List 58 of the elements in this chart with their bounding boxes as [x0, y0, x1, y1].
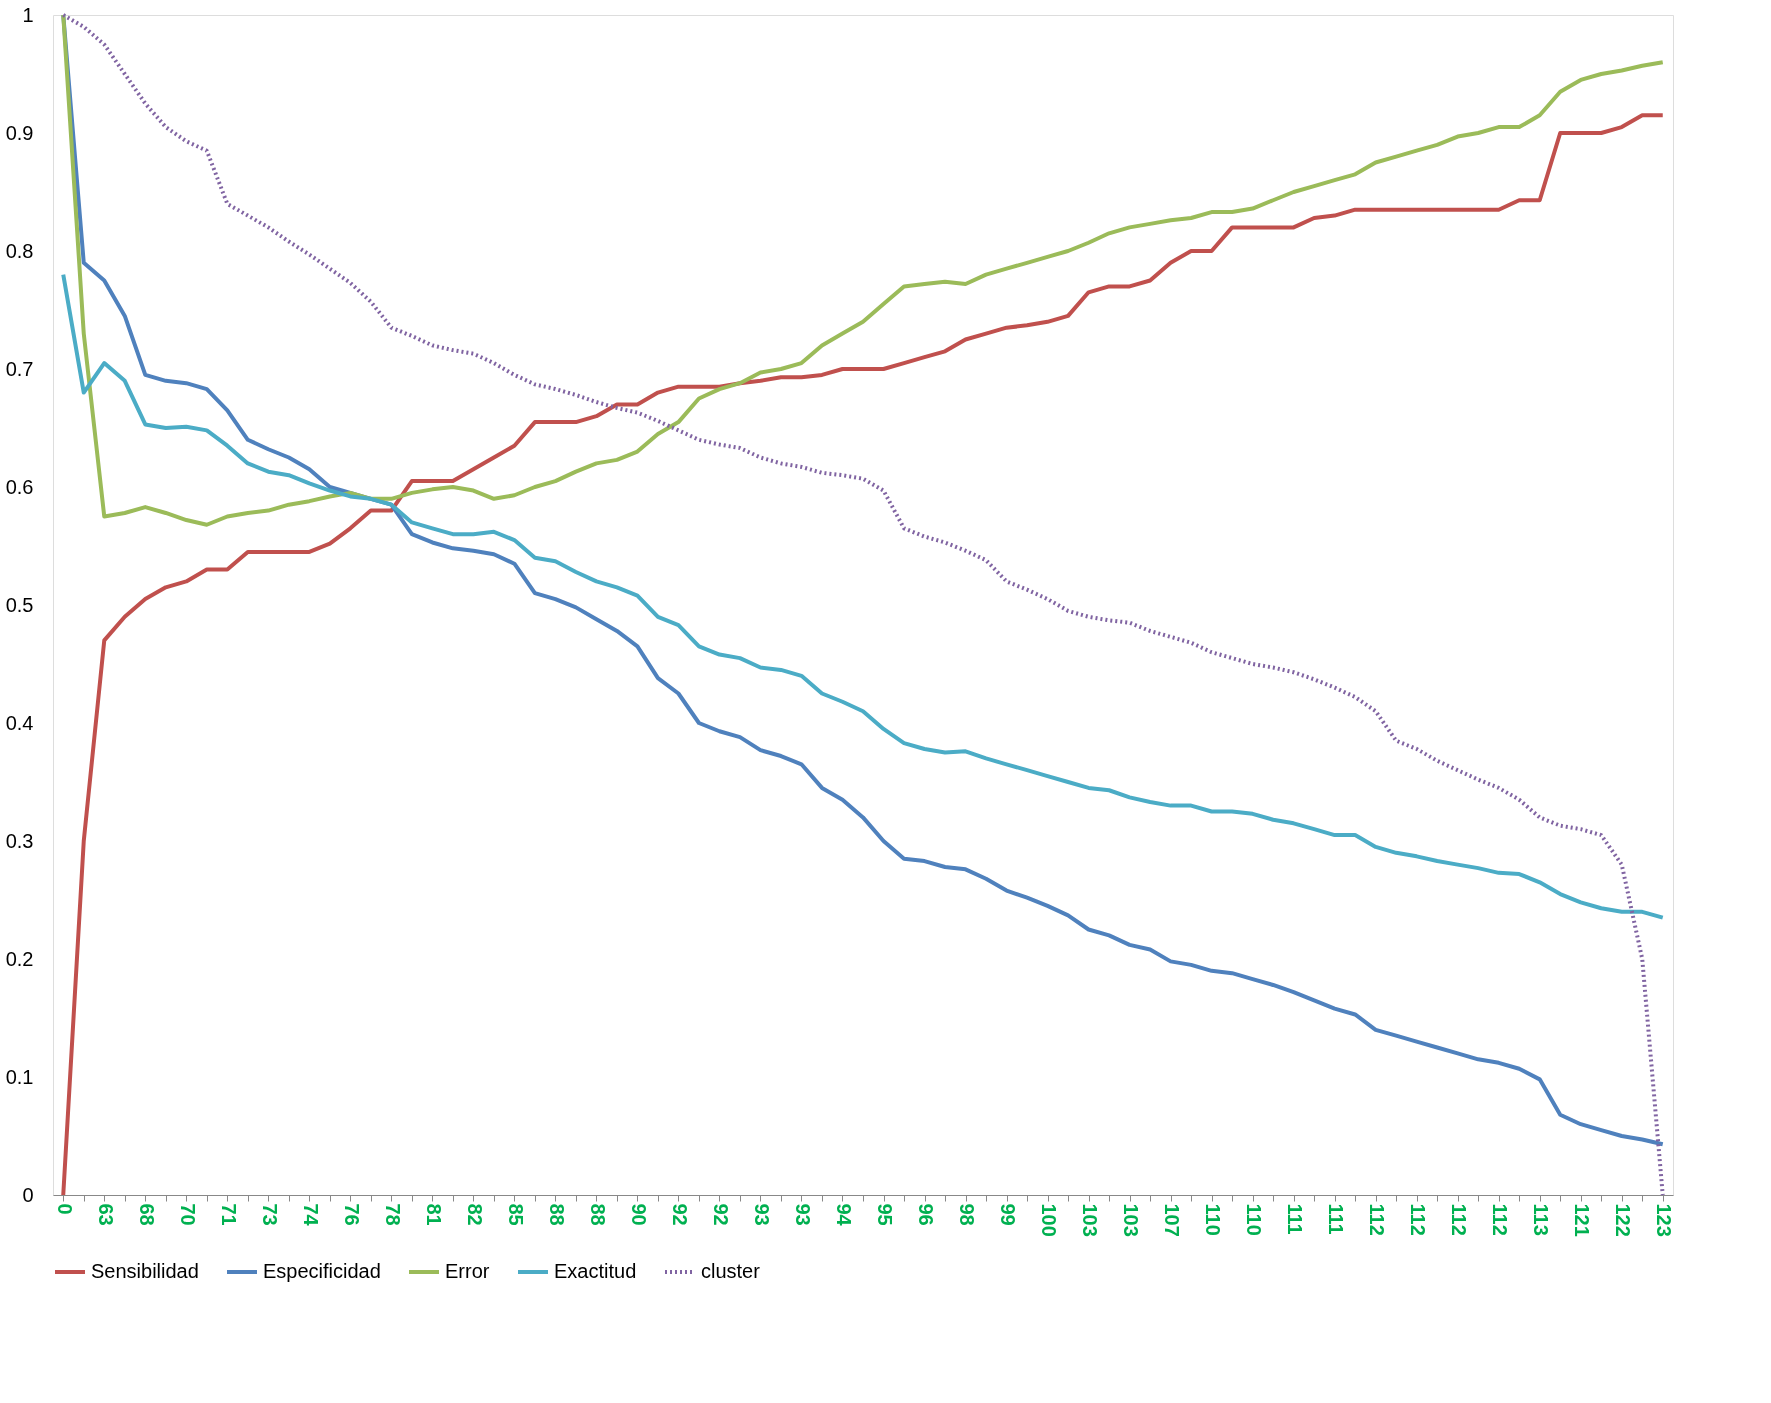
- x-tick-label: 99: [997, 1203, 1020, 1226]
- x-tick-label: 74: [299, 1203, 322, 1227]
- x-tick-label: 112: [1448, 1203, 1471, 1236]
- x-tick-label: 68: [135, 1203, 158, 1226]
- x-tick-label: 95: [874, 1203, 897, 1226]
- x-tick-label: 122: [1612, 1203, 1635, 1237]
- line-series: [61, 13, 1665, 527]
- legend-label: Sensibilidad: [91, 1260, 199, 1282]
- x-tick-label: 63: [94, 1203, 117, 1226]
- x-tick-label: 70: [176, 1203, 199, 1226]
- y-tick-label: 0.1: [5, 1065, 34, 1088]
- x-tick-label: 82: [463, 1203, 486, 1226]
- y-tick-label: 0.9: [5, 121, 34, 144]
- x-tick-label: 76: [340, 1203, 363, 1226]
- y-tick-label: 1: [22, 3, 34, 26]
- x-tick-label: 71: [217, 1203, 240, 1226]
- x-tick-label: 123: [1653, 1203, 1676, 1237]
- x-tick-label: 81: [422, 1203, 445, 1226]
- x-tick-label: 110: [1202, 1203, 1225, 1236]
- x-tick-label: 93: [791, 1203, 814, 1226]
- x-tick-label: 112: [1366, 1203, 1389, 1236]
- x-tick-label: 78: [381, 1203, 404, 1226]
- x-tick-label: 0: [53, 1203, 76, 1215]
- x-tick-label: 103: [1079, 1203, 1102, 1237]
- x-tick-label: 94: [832, 1203, 855, 1227]
- x-tick-label: 88: [586, 1203, 609, 1226]
- legend-label: Error: [445, 1260, 490, 1282]
- x-tick-label: 73: [258, 1203, 281, 1226]
- y-tick-label: 0.6: [5, 475, 34, 498]
- x-tick-label: 110: [1243, 1203, 1266, 1236]
- legend-label: Especificidad: [263, 1260, 381, 1282]
- x-tick-label: 92: [668, 1203, 691, 1226]
- x-tick-label: 103: [1120, 1203, 1143, 1237]
- y-tick-label: 0.8: [5, 239, 34, 262]
- x-tick-label: 88: [545, 1203, 568, 1226]
- legend-label: Exactitud: [554, 1260, 637, 1282]
- x-tick-label: 96: [915, 1203, 938, 1226]
- x-tick-label: 121: [1571, 1203, 1594, 1237]
- x-tick-label: 112: [1407, 1203, 1430, 1236]
- x-tick-label: 113: [1530, 1203, 1553, 1236]
- y-tick-label: 0.2: [5, 947, 34, 970]
- x-tick-label: 92: [709, 1203, 732, 1226]
- x-tick-label: 107: [1161, 1203, 1184, 1237]
- y-tick-label: 0: [22, 1183, 34, 1206]
- y-tick-label: 0.3: [5, 829, 34, 852]
- y-tick-label: 0.5: [5, 593, 34, 616]
- x-tick-label: 93: [750, 1203, 773, 1226]
- legend-label: cluster: [701, 1260, 761, 1282]
- line-series: [61, 272, 1665, 920]
- x-tick-label: 100: [1038, 1203, 1061, 1237]
- x-tick-label: 111: [1325, 1203, 1348, 1235]
- x-tick-label: 98: [956, 1203, 979, 1226]
- x-tick-label: 85: [504, 1203, 527, 1226]
- x-tick-label: 90: [627, 1203, 650, 1226]
- y-tick-label: 0.7: [5, 357, 34, 380]
- y-tick-label: 0.4: [5, 711, 34, 734]
- x-tick-label: 111: [1284, 1203, 1307, 1235]
- x-tick-label: 112: [1489, 1203, 1512, 1236]
